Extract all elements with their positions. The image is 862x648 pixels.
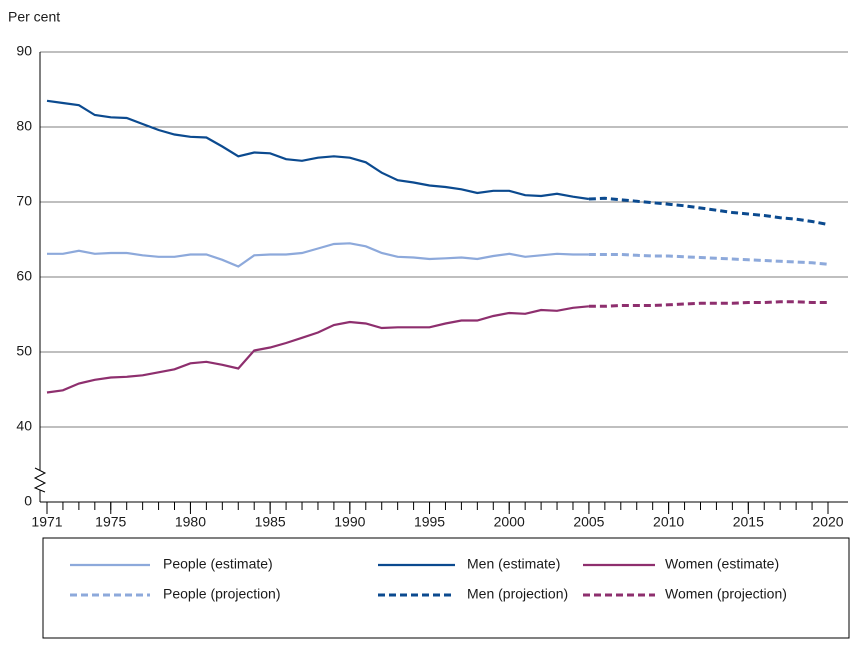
y-tick-label: 70 — [16, 193, 32, 209]
x-tick-label: 1980 — [175, 514, 206, 530]
x-tick-label: 1971 — [31, 514, 62, 530]
axis-break — [33, 467, 47, 493]
legend-label: People (projection) — [163, 586, 281, 602]
y-axis-label: Per cent — [8, 9, 60, 25]
y-tick-label: 0 — [24, 493, 32, 509]
x-tick-label: 2015 — [733, 514, 764, 530]
y-tick-label: 60 — [16, 268, 32, 284]
y-tick-label: 80 — [16, 118, 32, 134]
y-tick-label: 50 — [16, 343, 32, 359]
line-series — [588, 300, 828, 308]
line-series — [46, 99, 590, 201]
x-tick-label: 2000 — [494, 514, 525, 530]
line-series — [588, 253, 829, 266]
x-tick-label: 1990 — [334, 514, 365, 530]
x-tick-label: 2005 — [573, 514, 604, 530]
legend-label: Women (projection) — [665, 586, 787, 602]
legend-label: Women (estimate) — [665, 556, 779, 572]
y-tick-label: 90 — [16, 43, 32, 59]
legend-label: Men (projection) — [467, 586, 568, 602]
line-series — [588, 196, 829, 226]
x-tick-label: 1975 — [95, 514, 126, 530]
x-tick-label: 2010 — [653, 514, 684, 530]
y-tick-label: 40 — [16, 418, 32, 434]
legend-label: People (estimate) — [163, 556, 273, 572]
line-series — [47, 242, 589, 268]
legend-label: Men (estimate) — [467, 556, 560, 572]
x-tick-label: 1985 — [255, 514, 286, 530]
line-series — [46, 305, 590, 394]
x-tick-label: 2020 — [812, 514, 843, 530]
x-tick-label: 1995 — [414, 514, 445, 530]
legend-box — [42, 537, 850, 639]
